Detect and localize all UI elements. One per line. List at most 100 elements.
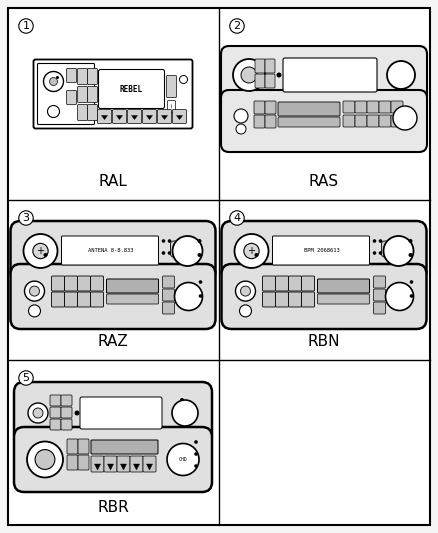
Text: RBR: RBR	[97, 499, 129, 514]
Text: +: +	[36, 246, 45, 256]
Polygon shape	[162, 116, 167, 119]
FancyBboxPatch shape	[170, 241, 187, 257]
FancyBboxPatch shape	[67, 91, 77, 104]
FancyBboxPatch shape	[265, 74, 275, 88]
FancyBboxPatch shape	[255, 74, 265, 88]
FancyBboxPatch shape	[38, 63, 95, 125]
FancyBboxPatch shape	[367, 101, 379, 113]
FancyBboxPatch shape	[166, 76, 177, 98]
FancyBboxPatch shape	[91, 456, 104, 472]
FancyBboxPatch shape	[52, 276, 64, 291]
Circle shape	[194, 440, 198, 444]
Circle shape	[236, 124, 246, 134]
Circle shape	[172, 400, 198, 426]
Circle shape	[409, 253, 413, 257]
Circle shape	[167, 443, 199, 475]
Circle shape	[74, 410, 80, 416]
FancyBboxPatch shape	[276, 276, 289, 291]
FancyBboxPatch shape	[78, 455, 89, 470]
Circle shape	[240, 305, 251, 317]
Polygon shape	[134, 464, 139, 470]
FancyBboxPatch shape	[173, 109, 187, 124]
Polygon shape	[177, 116, 183, 119]
FancyBboxPatch shape	[61, 236, 159, 265]
Circle shape	[33, 408, 43, 418]
FancyBboxPatch shape	[318, 294, 370, 304]
FancyBboxPatch shape	[106, 294, 159, 304]
Circle shape	[393, 106, 417, 130]
FancyBboxPatch shape	[33, 60, 192, 128]
FancyBboxPatch shape	[262, 292, 276, 307]
Circle shape	[27, 441, 63, 478]
FancyBboxPatch shape	[162, 276, 174, 288]
FancyBboxPatch shape	[91, 440, 158, 454]
FancyBboxPatch shape	[374, 276, 385, 288]
Circle shape	[276, 72, 282, 77]
Circle shape	[373, 239, 376, 243]
Polygon shape	[131, 116, 138, 119]
FancyBboxPatch shape	[50, 407, 61, 418]
FancyBboxPatch shape	[167, 101, 176, 112]
Circle shape	[233, 59, 265, 91]
Circle shape	[174, 282, 202, 311]
Text: 4: 4	[233, 213, 240, 223]
Circle shape	[180, 418, 184, 422]
Circle shape	[236, 281, 255, 301]
Text: RBN: RBN	[308, 335, 340, 350]
FancyBboxPatch shape	[143, 456, 156, 472]
FancyBboxPatch shape	[78, 292, 91, 307]
Text: i: i	[171, 104, 172, 109]
Circle shape	[198, 253, 201, 257]
FancyBboxPatch shape	[142, 109, 156, 124]
FancyBboxPatch shape	[289, 276, 301, 291]
Circle shape	[199, 294, 202, 298]
FancyBboxPatch shape	[221, 46, 427, 104]
FancyBboxPatch shape	[374, 289, 385, 301]
Circle shape	[410, 280, 413, 284]
Circle shape	[199, 280, 202, 284]
Circle shape	[241, 67, 257, 83]
FancyBboxPatch shape	[355, 115, 367, 127]
Text: RAZ: RAZ	[98, 335, 128, 350]
Text: RAL: RAL	[99, 174, 127, 190]
Circle shape	[379, 251, 382, 255]
FancyBboxPatch shape	[88, 69, 98, 85]
FancyBboxPatch shape	[78, 86, 88, 102]
FancyBboxPatch shape	[98, 109, 112, 124]
FancyBboxPatch shape	[61, 407, 72, 418]
FancyBboxPatch shape	[14, 382, 212, 444]
FancyBboxPatch shape	[113, 109, 127, 124]
Text: 5: 5	[22, 373, 29, 383]
Circle shape	[180, 76, 187, 84]
Polygon shape	[146, 464, 152, 470]
FancyBboxPatch shape	[391, 115, 403, 127]
FancyBboxPatch shape	[67, 455, 78, 470]
FancyBboxPatch shape	[283, 58, 377, 92]
FancyBboxPatch shape	[88, 86, 98, 102]
Circle shape	[379, 239, 382, 243]
FancyBboxPatch shape	[80, 397, 162, 429]
FancyBboxPatch shape	[343, 115, 355, 127]
FancyBboxPatch shape	[265, 101, 276, 114]
Text: +: +	[247, 246, 255, 256]
FancyBboxPatch shape	[379, 101, 391, 113]
Circle shape	[33, 244, 48, 259]
FancyBboxPatch shape	[88, 104, 98, 120]
FancyBboxPatch shape	[127, 109, 141, 124]
Circle shape	[28, 403, 48, 423]
FancyBboxPatch shape	[262, 276, 276, 291]
Circle shape	[385, 282, 413, 311]
FancyBboxPatch shape	[272, 236, 370, 265]
Circle shape	[43, 71, 64, 92]
Circle shape	[198, 239, 201, 243]
Polygon shape	[146, 116, 152, 119]
FancyBboxPatch shape	[254, 115, 265, 128]
FancyBboxPatch shape	[130, 456, 143, 472]
Polygon shape	[102, 116, 107, 119]
Circle shape	[373, 251, 376, 255]
FancyBboxPatch shape	[278, 117, 340, 127]
Circle shape	[29, 286, 39, 296]
Circle shape	[162, 239, 165, 243]
FancyBboxPatch shape	[276, 292, 289, 307]
FancyBboxPatch shape	[61, 395, 72, 406]
